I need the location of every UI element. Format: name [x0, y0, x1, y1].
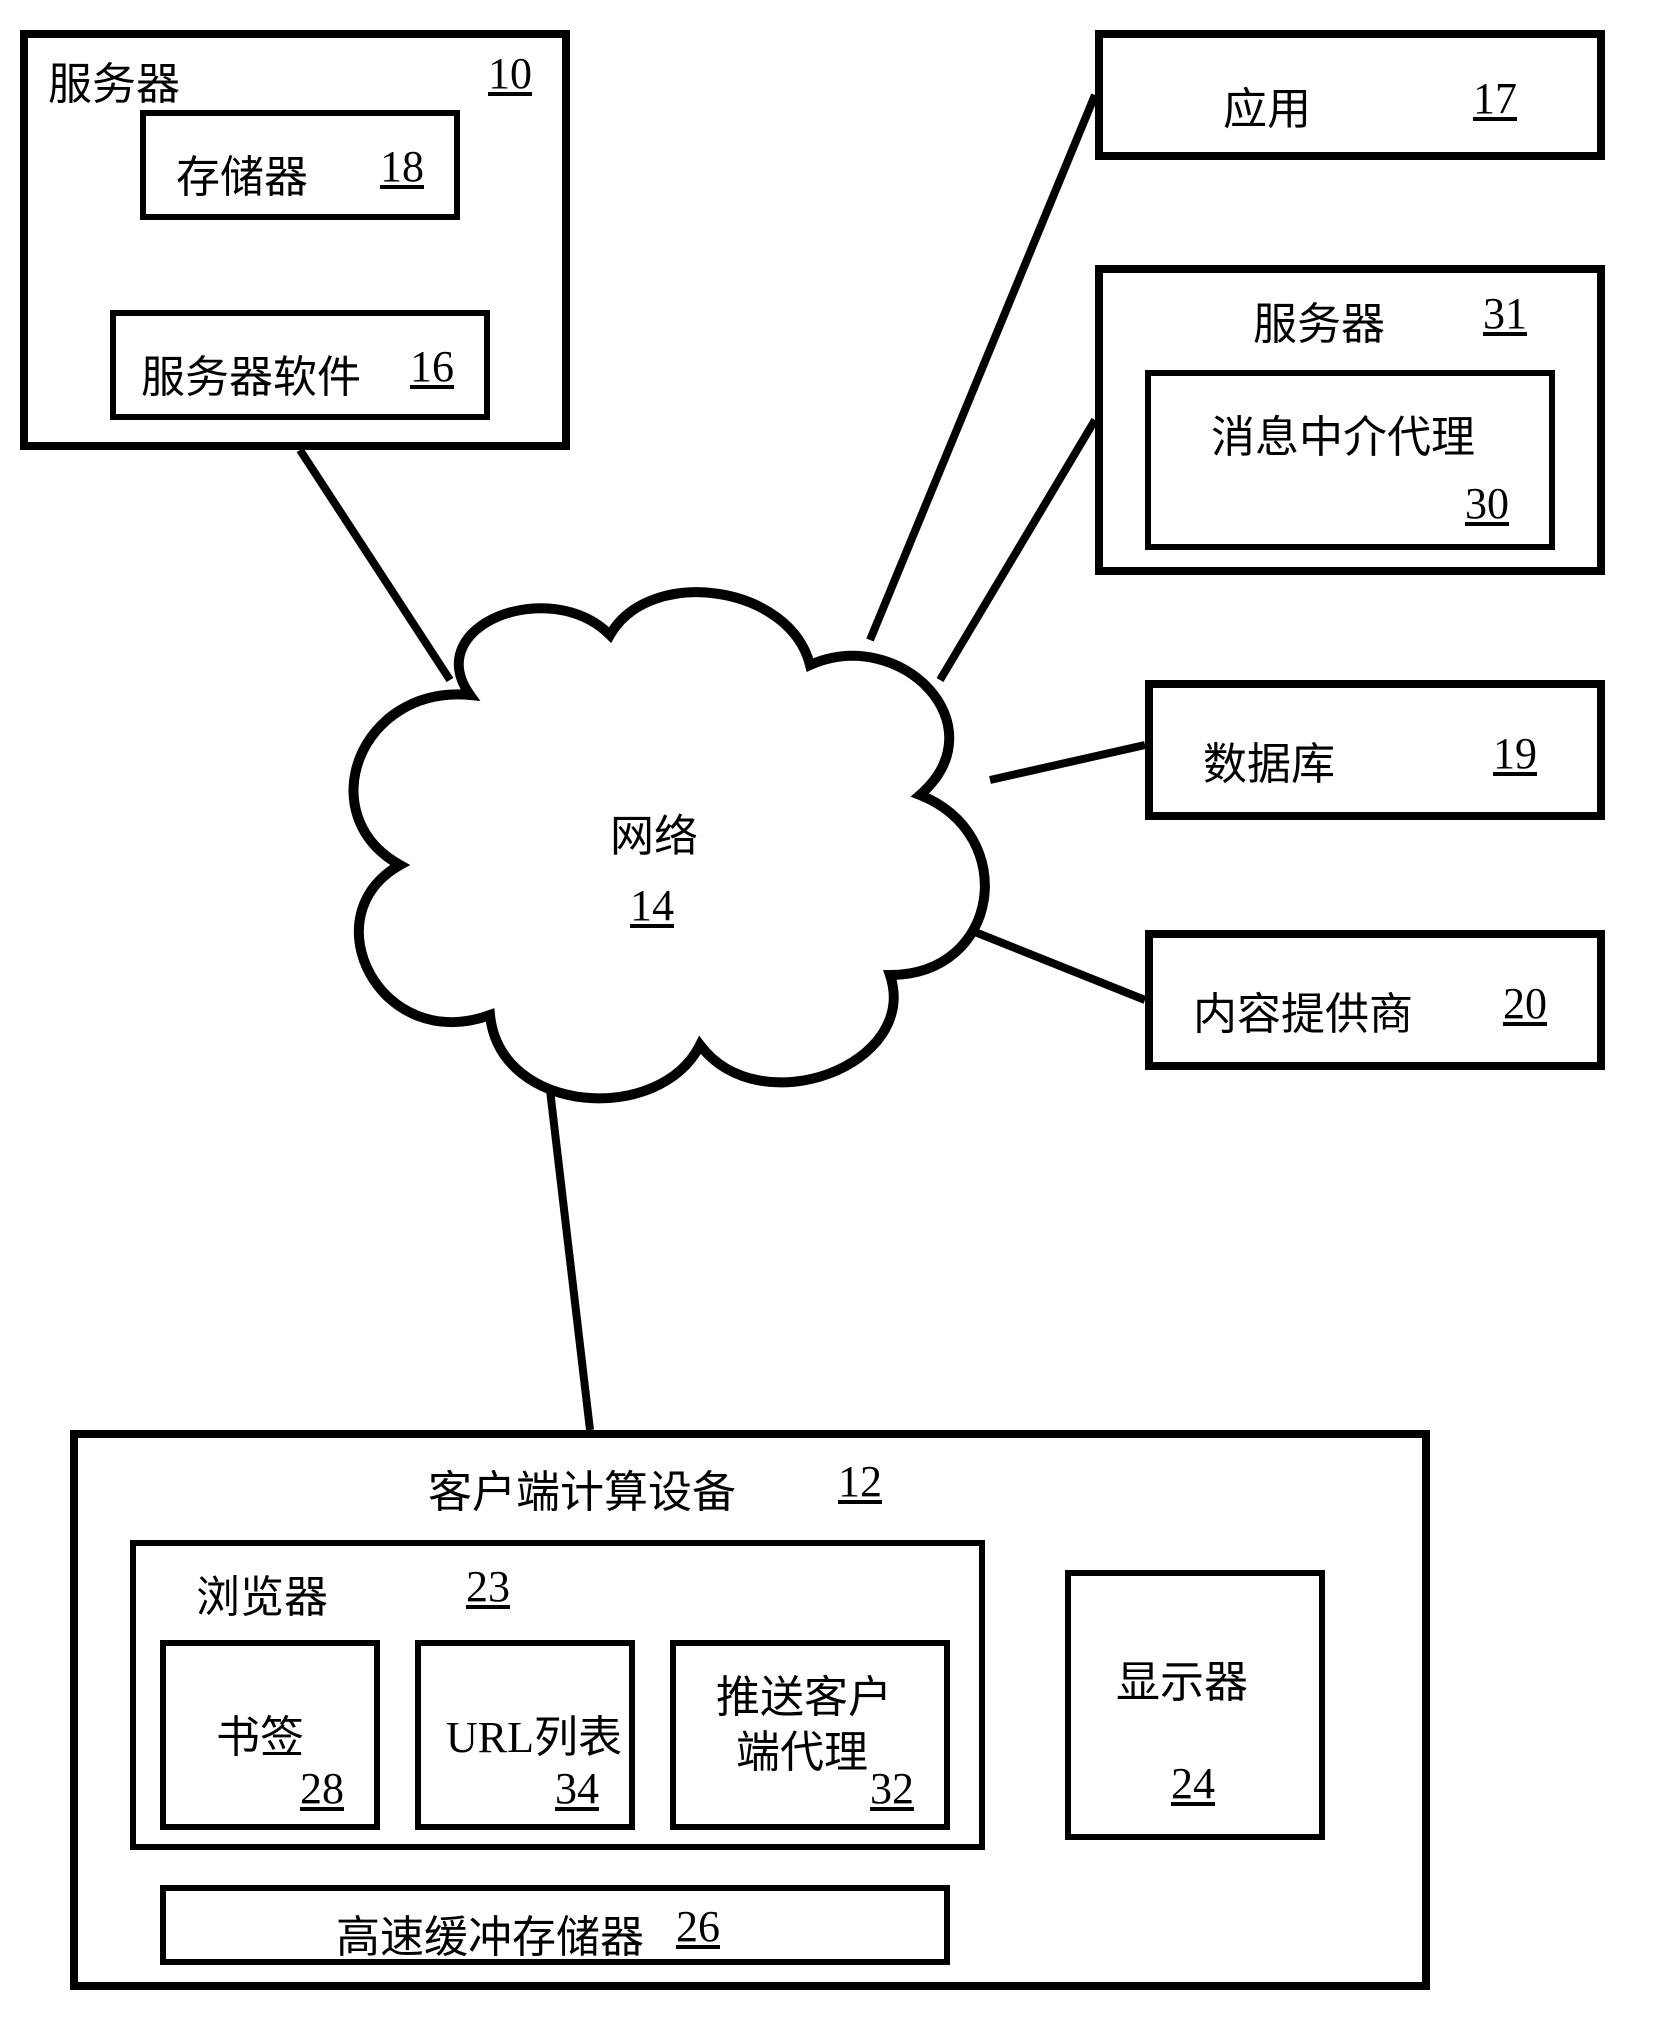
memory-label: 存储器 [176, 141, 308, 205]
diagram-canvas: 服务器 10 存储器 18 服务器软件 16 应用 17 服务器 31 消息中介… [0, 0, 1680, 2038]
memory-ref: 18 [380, 141, 424, 192]
software-ref: 16 [410, 341, 454, 392]
application-box: 应用 17 [1095, 30, 1605, 160]
url-list-box: URL列表 34 [415, 1640, 635, 1830]
broker-box: 消息中介代理 30 [1145, 370, 1555, 550]
bookmarks-label: 书签 [216, 1701, 304, 1765]
server-b-title: 服务器 [1253, 288, 1385, 352]
push-agent-box: 推送客户 端代理 32 [670, 1640, 950, 1830]
display-ref: 24 [1171, 1758, 1215, 1809]
bookmarks-ref: 28 [300, 1763, 344, 1814]
database-box: 数据库 19 [1145, 680, 1605, 820]
database-label: 数据库 [1203, 728, 1335, 792]
cloud-ref: 14 [630, 880, 674, 931]
url-list-label: URL列表 [446, 1701, 622, 1765]
cloud-label: 网络 [610, 800, 698, 864]
server-a-ref: 10 [488, 48, 532, 99]
cache-ref: 26 [676, 1901, 720, 1952]
client-ref: 12 [838, 1456, 882, 1507]
bookmarks-box: 书签 28 [160, 1640, 380, 1830]
client-title: 客户端计算设备 [428, 1456, 736, 1520]
server-b-ref: 31 [1483, 288, 1527, 339]
browser-ref: 23 [466, 1561, 510, 1612]
display-box: 显示器 24 [1065, 1570, 1325, 1840]
broker-label: 消息中介代理 [1211, 401, 1475, 465]
database-ref: 19 [1493, 728, 1537, 779]
content-provider-label: 内容提供商 [1193, 978, 1413, 1042]
url-list-ref: 34 [555, 1763, 599, 1814]
edge-client [550, 1090, 590, 1430]
software-box: 服务器软件 16 [110, 310, 490, 420]
push-agent-label2: 端代理 [736, 1716, 868, 1780]
content-provider-box: 内容提供商 20 [1145, 930, 1605, 1070]
display-label: 显示器 [1116, 1646, 1248, 1710]
browser-title: 浏览器 [196, 1561, 328, 1625]
software-label: 服务器软件 [141, 341, 361, 405]
content-provider-ref: 20 [1503, 978, 1547, 1029]
broker-ref: 30 [1465, 478, 1509, 529]
server-a-title: 服务器 [48, 48, 180, 112]
cache-box: 高速缓冲存储器 26 [160, 1885, 950, 1965]
push-agent-ref: 32 [870, 1763, 914, 1814]
application-ref: 17 [1473, 73, 1517, 124]
cache-label: 高速缓冲存储器 [336, 1901, 644, 1965]
memory-box: 存储器 18 [140, 110, 460, 220]
application-label: 应用 [1223, 73, 1311, 137]
